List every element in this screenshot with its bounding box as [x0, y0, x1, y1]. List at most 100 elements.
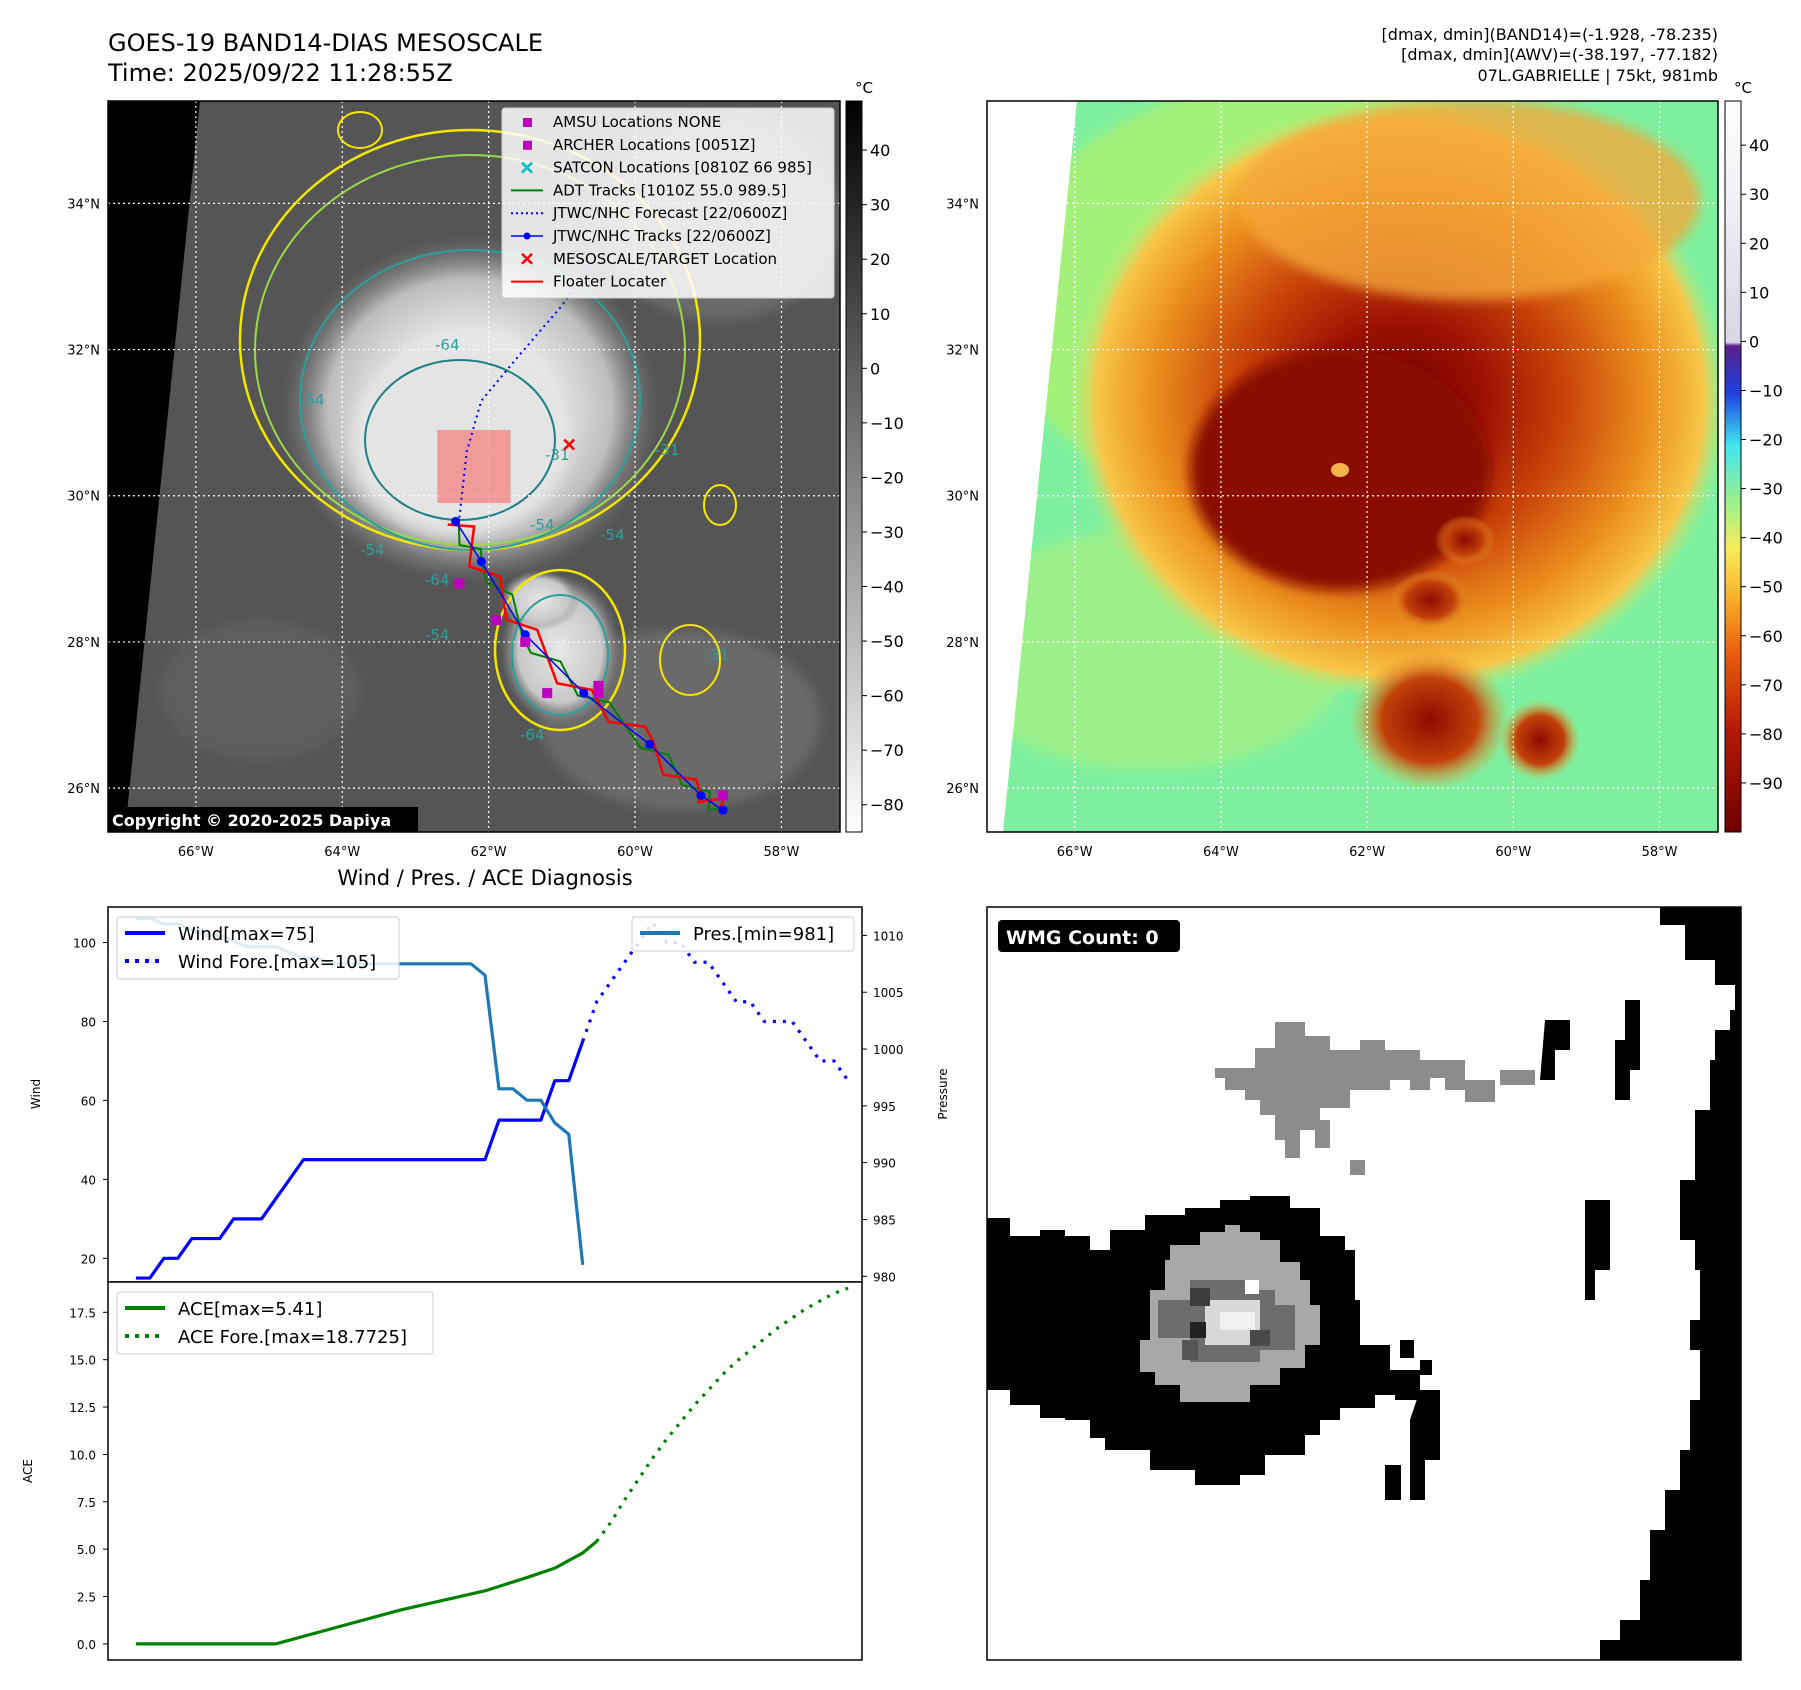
nhc-track-point: [718, 805, 728, 815]
map2-lat-label: 26°N: [946, 782, 979, 797]
map2-lon-label: 58°W: [1642, 845, 1678, 860]
ace-tick-label: 17.5: [69, 1306, 96, 1320]
legend-x-marker: [521, 252, 533, 265]
map-legend-item: JTWC/NHC Tracks [22/0600Z]: [511, 227, 771, 245]
contour-label: -54: [600, 526, 625, 544]
contour-label: -31: [655, 441, 680, 459]
gray-colorbar-tick-label: 30: [870, 196, 890, 215]
target-x: [563, 438, 576, 451]
wmg-count-badge: [998, 920, 1180, 952]
series-wind: [135, 1040, 585, 1280]
ir-gray-map: -54 -64 -54 -31 -54 -64 -54 -31 -64 -31 -54 66°W 64…: [67, 100, 841, 860]
wind-tick-label: 20: [81, 1252, 96, 1266]
nhc-track-points: [451, 516, 728, 815]
ace-tick-label: 5.0: [77, 1543, 96, 1557]
wmg-black-fleck-2: [1540, 1020, 1570, 1080]
color-colorbar-tick-label: −40: [1749, 529, 1783, 548]
map1-lat-label: 30°N: [67, 490, 100, 505]
target-location-marker: [563, 438, 576, 451]
legend-wind: Wind[max=75]: [178, 924, 315, 945]
pressure-tick-label: 995: [873, 1100, 896, 1114]
color-colorbar-tick-label: −20: [1749, 431, 1783, 450]
map1-lat-label: 32°N: [67, 344, 100, 359]
contour-label: -54: [425, 626, 450, 644]
wmg-eye-white: [1245, 1280, 1259, 1294]
legend-ace: ACE[max=5.41]: [178, 1299, 322, 1320]
ace-tick-label: 15.0: [69, 1354, 96, 1368]
archer-points: [454, 578, 728, 801]
gray-colorbar-tick-label: −20: [870, 468, 904, 487]
map1-lat-label: 28°N: [67, 636, 100, 651]
wmg-gray-fleck-2: [1500, 1070, 1535, 1085]
color-colorbar-tick-label: −80: [1749, 725, 1783, 744]
wmg-eye-dark-3: [1190, 1322, 1206, 1338]
wind-tick-label: 100: [73, 937, 96, 951]
wmg-black-fleck-3: [1585, 1200, 1610, 1300]
color-colorbar: °C 40 30 20 10 0 −10 −20 −30 −40 −50 −60 −70 −80 −90: [1724, 79, 1783, 833]
color-colorbar-tick-label: −50: [1749, 578, 1783, 597]
wmg-eye-dark-1: [1190, 1288, 1210, 1306]
nhc-track-point: [476, 557, 486, 567]
map2-lon-label: 66°W: [1057, 845, 1093, 860]
wmg-black-fleck-1: [1615, 1000, 1640, 1100]
band14-range-text: [dmax, dmin](BAND14)=(-1.928, -78.235): [1382, 25, 1718, 44]
ir-color-imagery: [987, 101, 1718, 832]
map1-lat-label: 34°N: [67, 197, 100, 212]
map1-lon-label: 64°W: [324, 845, 360, 860]
pressure-axis-label: Pressure: [936, 1068, 950, 1119]
gray-colorbar-tick-label: −50: [870, 632, 904, 651]
map-legend-label: MESOSCALE/TARGET Location: [553, 250, 777, 268]
map-legend-label: JTWC/NHC Forecast [22/0600Z]: [552, 204, 787, 222]
gray-colorbar-tick-label: 40: [870, 141, 890, 160]
color-colorbar-tick-label: −90: [1749, 774, 1783, 793]
color-colorbar-tick-label: 0: [1749, 332, 1759, 351]
map-legend-item: AMSU Locations NONE: [523, 113, 721, 131]
map1-lat-label: 26°N: [67, 782, 100, 797]
map-legend-item: MESOSCALE/TARGET Location: [521, 250, 777, 268]
contour-label: -64: [425, 571, 450, 589]
wind-axis-label: Wind: [29, 1079, 43, 1109]
nhc-track-point: [696, 790, 706, 800]
diagnosis-title: Wind / Pres. / ACE Diagnosis: [337, 866, 632, 890]
wmg-black-fleck-4: [1410, 1390, 1440, 1500]
map1-lon-label: 60°W: [617, 845, 653, 860]
map-legend-label: Floater Locater: [553, 273, 667, 291]
ace-tick-label: 2.5: [77, 1591, 96, 1605]
contour-label: -64: [435, 336, 460, 354]
ace-tick-label: 7.5: [77, 1496, 96, 1510]
map-legend-item: ARCHER Locations [0051Z]: [523, 136, 756, 154]
wmg-black-fleck-7: [1385, 1465, 1401, 1500]
pressure-tick-label: 1005: [873, 986, 904, 1000]
gray-colorbar-tick-label: −60: [870, 687, 904, 706]
contour-label: -54: [530, 516, 555, 534]
pressure-tick-label: 985: [873, 1214, 896, 1228]
wmg-eye-center: [1220, 1312, 1255, 1330]
archer-point: [542, 688, 553, 699]
wind-legend: Wind[max=75] Wind Fore.[max=105]: [116, 916, 400, 980]
awv-range-text: [dmax, dmin](AWV)=(-38.197, -77.182): [1401, 45, 1718, 64]
map-legend-label: ARCHER Locations [0051Z]: [553, 136, 756, 154]
legend-dot-marker: [523, 232, 531, 240]
color-colorbar-tick-label: −10: [1749, 381, 1783, 400]
map-legend-item: SATCON Locations [0810Z 66 985]: [521, 159, 812, 177]
legend-pressure: Pres.[min=981]: [693, 924, 834, 945]
wmg-gray-fleck: [1350, 1160, 1365, 1175]
figure-title: GOES-19 BAND14-DIAS MESOSCALE: [108, 29, 543, 57]
copyright-text: Copyright © 2020-2025 Dapiya: [112, 811, 391, 830]
wmg-panel: WMG Count: 0: [986, 906, 1742, 1661]
archer-point: [454, 578, 465, 589]
contour-label: -31: [545, 446, 570, 464]
ace-axis-label: ACE: [21, 1459, 35, 1483]
color-colorbar-tick-label: 30: [1749, 185, 1769, 204]
contour-label: -54: [360, 541, 385, 559]
color-colorbar-tick-label: −60: [1749, 627, 1783, 646]
map-legend-label: JTWC/NHC Tracks [22/0600Z]: [552, 227, 771, 245]
ace-tick-label: 12.5: [69, 1401, 96, 1415]
pressure-tick-label: 980: [873, 1270, 896, 1284]
legend-square-marker: [523, 140, 532, 150]
pressure-tick-label: 1010: [873, 929, 904, 943]
archer-point: [520, 636, 531, 647]
wind-tick-label: 60: [81, 1094, 96, 1108]
gray-colorbar-tick-label: −30: [870, 523, 904, 542]
